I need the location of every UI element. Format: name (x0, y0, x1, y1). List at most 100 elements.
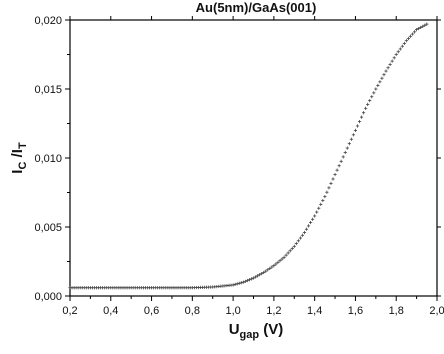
y-axis-label-sub-2: T (17, 142, 29, 149)
data-point (382, 73, 386, 77)
data-point (325, 190, 329, 194)
x-tick-label: 1,4 (307, 305, 322, 317)
data-point (370, 95, 374, 99)
data-point (306, 224, 311, 228)
data-point (302, 230, 307, 235)
x-tick-label: 1,8 (389, 305, 404, 317)
data-point (333, 172, 337, 177)
data-point (288, 249, 292, 253)
data-point (347, 142, 351, 146)
data-point (366, 102, 370, 107)
x-tick-label: 1,0 (225, 305, 240, 317)
data-point (286, 251, 290, 255)
data-point (329, 181, 333, 185)
data-point (239, 281, 243, 285)
data-point (353, 128, 358, 132)
x-tick-label: 0,4 (103, 305, 118, 317)
data-point (339, 159, 343, 163)
x-tick-label: 1,6 (348, 305, 363, 317)
y-tick-label: 0,015 (34, 84, 62, 96)
data-point (374, 87, 378, 91)
data-point (255, 274, 260, 278)
x-axis-label-main: U (229, 321, 240, 338)
data-point (296, 239, 300, 243)
data-point (423, 23, 427, 27)
x-tick-label: 1,2 (266, 305, 281, 317)
data-point (345, 146, 349, 150)
data-point (402, 41, 406, 46)
data-point (253, 275, 258, 279)
data-point (276, 260, 280, 264)
data-point (388, 62, 392, 67)
data-point (260, 272, 264, 276)
data-point (400, 44, 404, 48)
x-tick-label: 0,8 (185, 305, 200, 317)
data-point (421, 24, 425, 28)
data-point (343, 150, 347, 155)
data-point (294, 241, 298, 246)
data-point (384, 69, 388, 73)
data-point (268, 266, 272, 270)
data-point (235, 282, 239, 286)
data-point (292, 244, 296, 248)
data-point (290, 246, 294, 251)
data-point (335, 168, 339, 172)
data-point (417, 26, 421, 31)
data-point (394, 52, 398, 57)
data-point (321, 198, 325, 203)
data-point (378, 80, 382, 84)
y-tick-label: 0,005 (34, 222, 62, 234)
data-point (357, 119, 362, 124)
x-tick-label: 0,2 (62, 305, 77, 317)
data-point (272, 264, 276, 268)
data-point (278, 259, 282, 263)
data-point (280, 257, 284, 261)
data-point (298, 236, 302, 240)
data-point (308, 220, 313, 225)
data-point (349, 137, 353, 141)
data-point (266, 268, 270, 272)
data-point (376, 83, 380, 88)
y-axis-label: IC /IT (9, 142, 29, 174)
data-point (317, 206, 321, 210)
y-axis-label-sub-1: C (17, 162, 29, 170)
x-axis-label-sub: gap (240, 329, 260, 341)
data-point (237, 281, 241, 285)
data-point (251, 276, 256, 280)
data-point (282, 255, 286, 259)
y-tick-label: 0,020 (34, 15, 62, 27)
data-point (233, 282, 237, 287)
data-point (243, 279, 247, 283)
data-point (351, 133, 356, 137)
data-point (408, 34, 413, 38)
data-point (304, 227, 309, 231)
data-point (245, 278, 249, 283)
y-tick-label: 0,000 (34, 291, 62, 303)
data-point (419, 25, 423, 30)
data-point (284, 253, 288, 257)
chart-title: Au(5nm)/GaAs(001) (196, 0, 317, 15)
data-point (241, 280, 245, 284)
data-point (390, 59, 394, 63)
data-point (231, 283, 235, 287)
data-point (368, 98, 372, 103)
data-point (398, 47, 402, 51)
data-point (406, 36, 411, 41)
data-point (327, 186, 331, 190)
data-point (415, 28, 419, 32)
data-point (258, 273, 262, 277)
data-point (315, 210, 319, 214)
data-point (319, 202, 323, 206)
data-point (313, 214, 317, 218)
data-point (392, 56, 396, 60)
x-tick-label: 2,0 (429, 305, 444, 317)
data-point (300, 233, 305, 237)
data-point (311, 217, 315, 221)
data-point (270, 265, 274, 269)
y-tick-label: 0,010 (34, 153, 62, 165)
data-point (323, 195, 327, 199)
data-point (355, 124, 360, 128)
data-point (425, 22, 429, 26)
